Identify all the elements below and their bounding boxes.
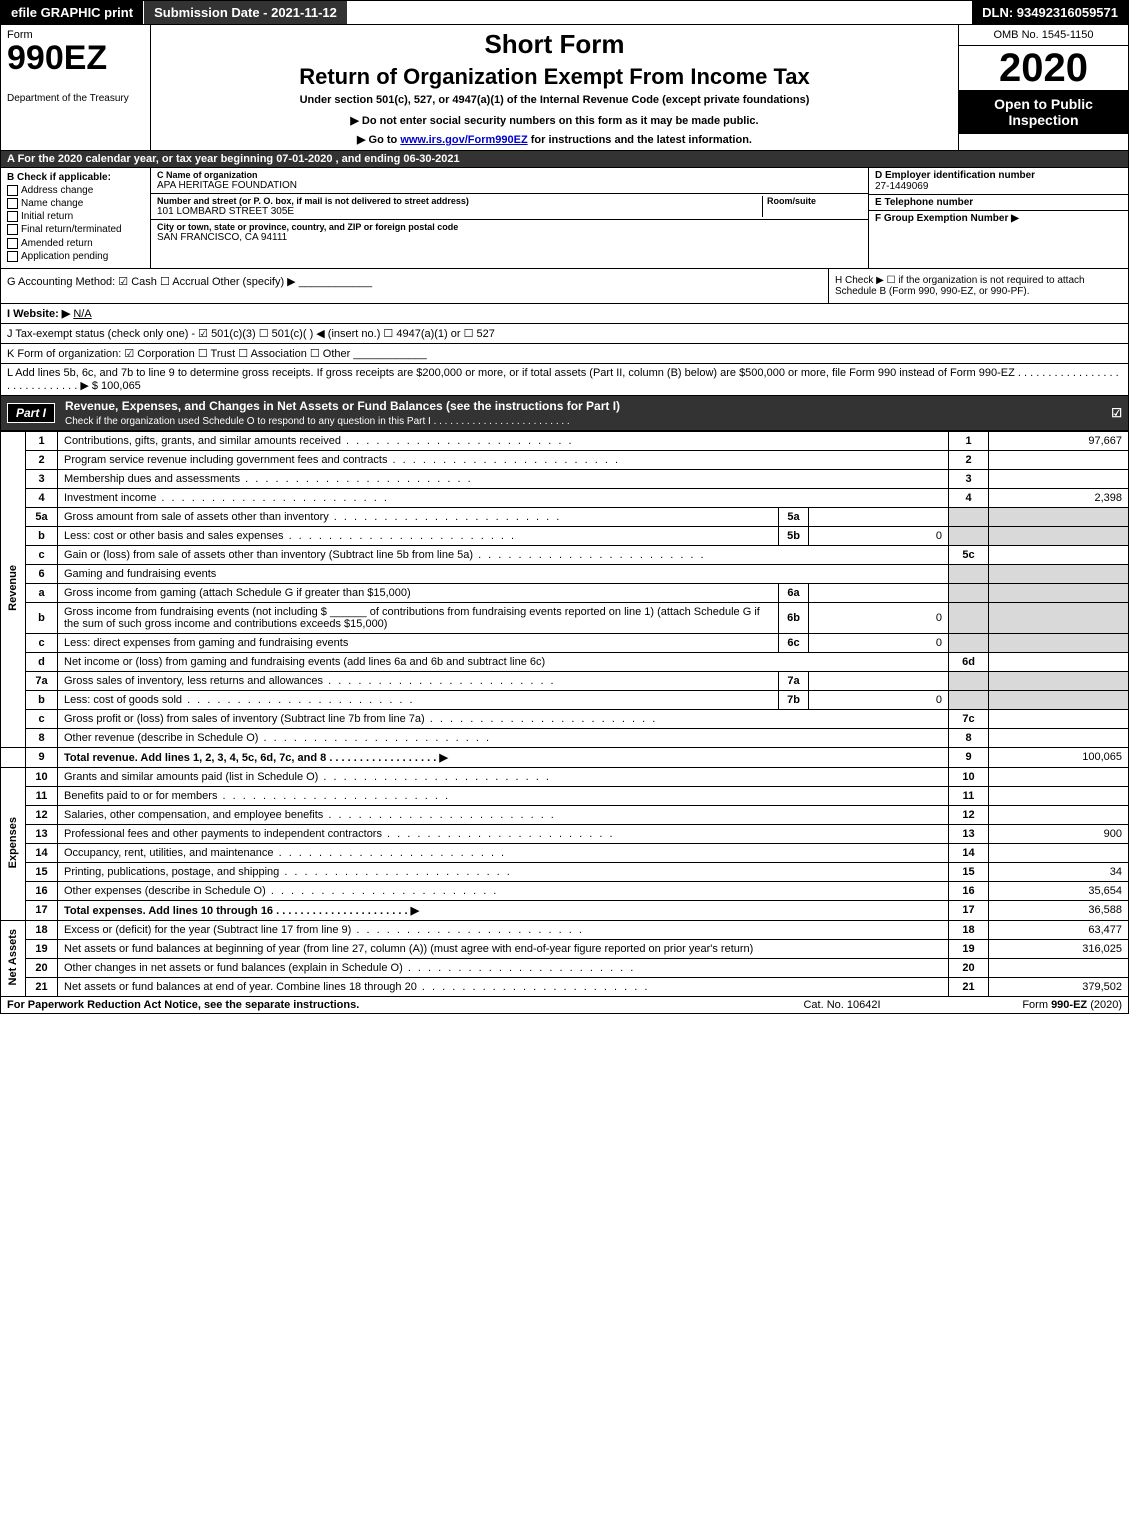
line-6d: d Net income or (loss) from gaming and f… xyxy=(1,652,1129,671)
footer-right: Form 990-EZ (2020) xyxy=(942,999,1122,1011)
omb-number: OMB No. 1545-1150 xyxy=(959,25,1128,46)
column-c-org-info: C Name of organization APA HERITAGE FOUN… xyxy=(151,168,868,268)
chk-name-change[interactable]: Name change xyxy=(7,198,144,209)
main-title: Return of Organization Exempt From Incom… xyxy=(161,64,948,90)
accounting-method: G Accounting Method: ☑ Cash ☐ Accrual Ot… xyxy=(1,269,828,303)
row-l-gross-receipts: L Add lines 5b, 6c, and 7b to line 9 to … xyxy=(0,364,1129,396)
goto-pre: ▶ Go to xyxy=(357,134,400,146)
submission-date-label: Submission Date - 2021-11-12 xyxy=(144,1,347,24)
org-name-label: C Name of organization xyxy=(157,170,862,180)
line-10: Expenses 10 Grants and similar amounts p… xyxy=(1,767,1129,786)
form-header: Form 990EZ Department of the Treasury Sh… xyxy=(0,25,1129,151)
part-1-label: Part I xyxy=(7,403,55,423)
chk-final-return[interactable]: Final return/terminated xyxy=(7,224,144,235)
line-13: 13 Professional fees and other payments … xyxy=(1,824,1129,843)
part-1-schedule-o-check[interactable]: ☑ xyxy=(1111,406,1122,420)
row-g-h: G Accounting Method: ☑ Cash ☐ Accrual Ot… xyxy=(0,269,1129,304)
footer-left: For Paperwork Reduction Act Notice, see … xyxy=(7,999,742,1011)
efile-print-button[interactable]: efile GRAPHIC print xyxy=(1,1,144,24)
row-k-form-of-org: K Form of organization: ☑ Corporation ☐ … xyxy=(0,344,1129,364)
schedule-b-check: H Check ▶ ☐ if the organization is not r… xyxy=(828,269,1128,303)
irs-link[interactable]: www.irs.gov/Form990EZ xyxy=(400,134,527,146)
line-16: 16 Other expenses (describe in Schedule … xyxy=(1,881,1129,900)
part-1-subtitle: Check if the organization used Schedule … xyxy=(65,416,570,427)
row-j-tax-exempt: J Tax-exempt status (check only one) - ☑… xyxy=(0,324,1129,344)
open-to-public: Open to Public Inspection xyxy=(959,90,1128,134)
chk-application-pending[interactable]: Application pending xyxy=(7,251,144,262)
goto-post: for instructions and the latest informat… xyxy=(531,134,752,146)
line-7a: 7a Gross sales of inventory, less return… xyxy=(1,671,1129,690)
dln-label: DLN: 93492316059571 xyxy=(972,1,1128,24)
org-name: APA HERITAGE FOUNDATION xyxy=(157,180,862,191)
line-3: 3 Membership dues and assessments 3 xyxy=(1,469,1129,488)
ssn-warning: ▶ Do not enter social security numbers o… xyxy=(161,114,948,127)
line-9: 9 Total revenue. Add lines 1, 2, 3, 4, 5… xyxy=(1,747,1129,767)
part-1-title: Revenue, Expenses, and Changes in Net As… xyxy=(65,399,620,413)
line-6c: c Less: direct expenses from gaming and … xyxy=(1,633,1129,652)
line-7b: b Less: cost of goods sold 7b 0 xyxy=(1,690,1129,709)
tax-year: 2020 xyxy=(959,46,1128,90)
line-8: 8 Other revenue (describe in Schedule O)… xyxy=(1,728,1129,747)
group-exemption-label: F Group Exemption Number ▶ xyxy=(875,213,1019,224)
line-21: 21 Net assets or fund balances at end of… xyxy=(1,977,1129,996)
line-14: 14 Occupancy, rent, utilities, and maint… xyxy=(1,843,1129,862)
room-label: Room/suite xyxy=(767,196,862,206)
section-b-c-d-e-f: B Check if applicable: Address change Na… xyxy=(0,168,1129,269)
top-bar: efile GRAPHIC print Submission Date - 20… xyxy=(0,0,1129,25)
city-value: SAN FRANCISCO, CA 94111 xyxy=(157,232,862,243)
sideword-netassets: Net Assets xyxy=(1,920,26,996)
line-1: Revenue 1 Contributions, gifts, grants, … xyxy=(1,431,1129,450)
ein-value: 27-1449069 xyxy=(875,181,928,192)
sideword-revenue: Revenue xyxy=(1,431,26,747)
column-b-checkboxes: B Check if applicable: Address change Na… xyxy=(1,168,151,268)
website-label: I Website: ▶ xyxy=(7,308,70,320)
line-2: 2 Program service revenue including gove… xyxy=(1,450,1129,469)
line-7c: c Gross profit or (loss) from sales of i… xyxy=(1,709,1129,728)
line-5b: b Less: cost or other basis and sales ex… xyxy=(1,526,1129,545)
line-5a: 5a Gross amount from sale of assets othe… xyxy=(1,507,1129,526)
footer-center: Cat. No. 10642I xyxy=(742,999,942,1011)
line-11: 11 Benefits paid to or for members 11 xyxy=(1,786,1129,805)
line-1-text: Contributions, gifts, grants, and simila… xyxy=(58,431,949,450)
column-d-e-f: D Employer identification number 27-1449… xyxy=(868,168,1128,268)
line-19: 19 Net assets or fund balances at beginn… xyxy=(1,939,1129,958)
line-15: 15 Printing, publications, postage, and … xyxy=(1,862,1129,881)
page-footer: For Paperwork Reduction Act Notice, see … xyxy=(0,997,1129,1014)
short-form-title: Short Form xyxy=(161,29,948,60)
row-i-website: I Website: ▶ N/A xyxy=(0,304,1129,324)
chk-amended-return[interactable]: Amended return xyxy=(7,238,144,249)
line-17: 17 Total expenses. Add lines 10 through … xyxy=(1,900,1129,920)
line-6b: b Gross income from fundraising events (… xyxy=(1,602,1129,633)
line-20: 20 Other changes in net assets or fund b… xyxy=(1,958,1129,977)
form-number: 990EZ xyxy=(7,41,144,75)
sideword-expenses: Expenses xyxy=(1,767,26,920)
line-6a: a Gross income from gaming (attach Sched… xyxy=(1,583,1129,602)
line-4: 4 Investment income 4 2,398 xyxy=(1,488,1129,507)
city-label: City or town, state or province, country… xyxy=(157,222,862,232)
part-1-header: Part I Revenue, Expenses, and Changes in… xyxy=(0,396,1129,431)
line-18: Net Assets 18 Excess or (deficit) for th… xyxy=(1,920,1129,939)
row-a-tax-year: A For the 2020 calendar year, or tax yea… xyxy=(0,151,1129,168)
line-12: 12 Salaries, other compensation, and emp… xyxy=(1,805,1129,824)
website-value: N/A xyxy=(73,308,91,320)
goto-line: ▶ Go to www.irs.gov/Form990EZ for instru… xyxy=(161,133,948,146)
street-label: Number and street (or P. O. box, if mail… xyxy=(157,196,762,206)
under-section-text: Under section 501(c), 527, or 4947(a)(1)… xyxy=(161,94,948,106)
line-5c: c Gain or (loss) from sale of assets oth… xyxy=(1,545,1129,564)
chk-initial-return[interactable]: Initial return xyxy=(7,211,144,222)
street-value: 101 LOMBARD STREET 305E xyxy=(157,206,762,217)
telephone-label: E Telephone number xyxy=(875,197,973,208)
line-1-amount: 97,667 xyxy=(989,431,1129,450)
line-6: 6 Gaming and fundraising events xyxy=(1,564,1129,583)
chk-address-change[interactable]: Address change xyxy=(7,185,144,196)
department-label: Department of the Treasury xyxy=(7,93,144,104)
col-b-title: B Check if applicable: xyxy=(7,172,111,183)
ein-label: D Employer identification number xyxy=(875,170,1035,181)
part-1-table: Revenue 1 Contributions, gifts, grants, … xyxy=(0,431,1129,997)
